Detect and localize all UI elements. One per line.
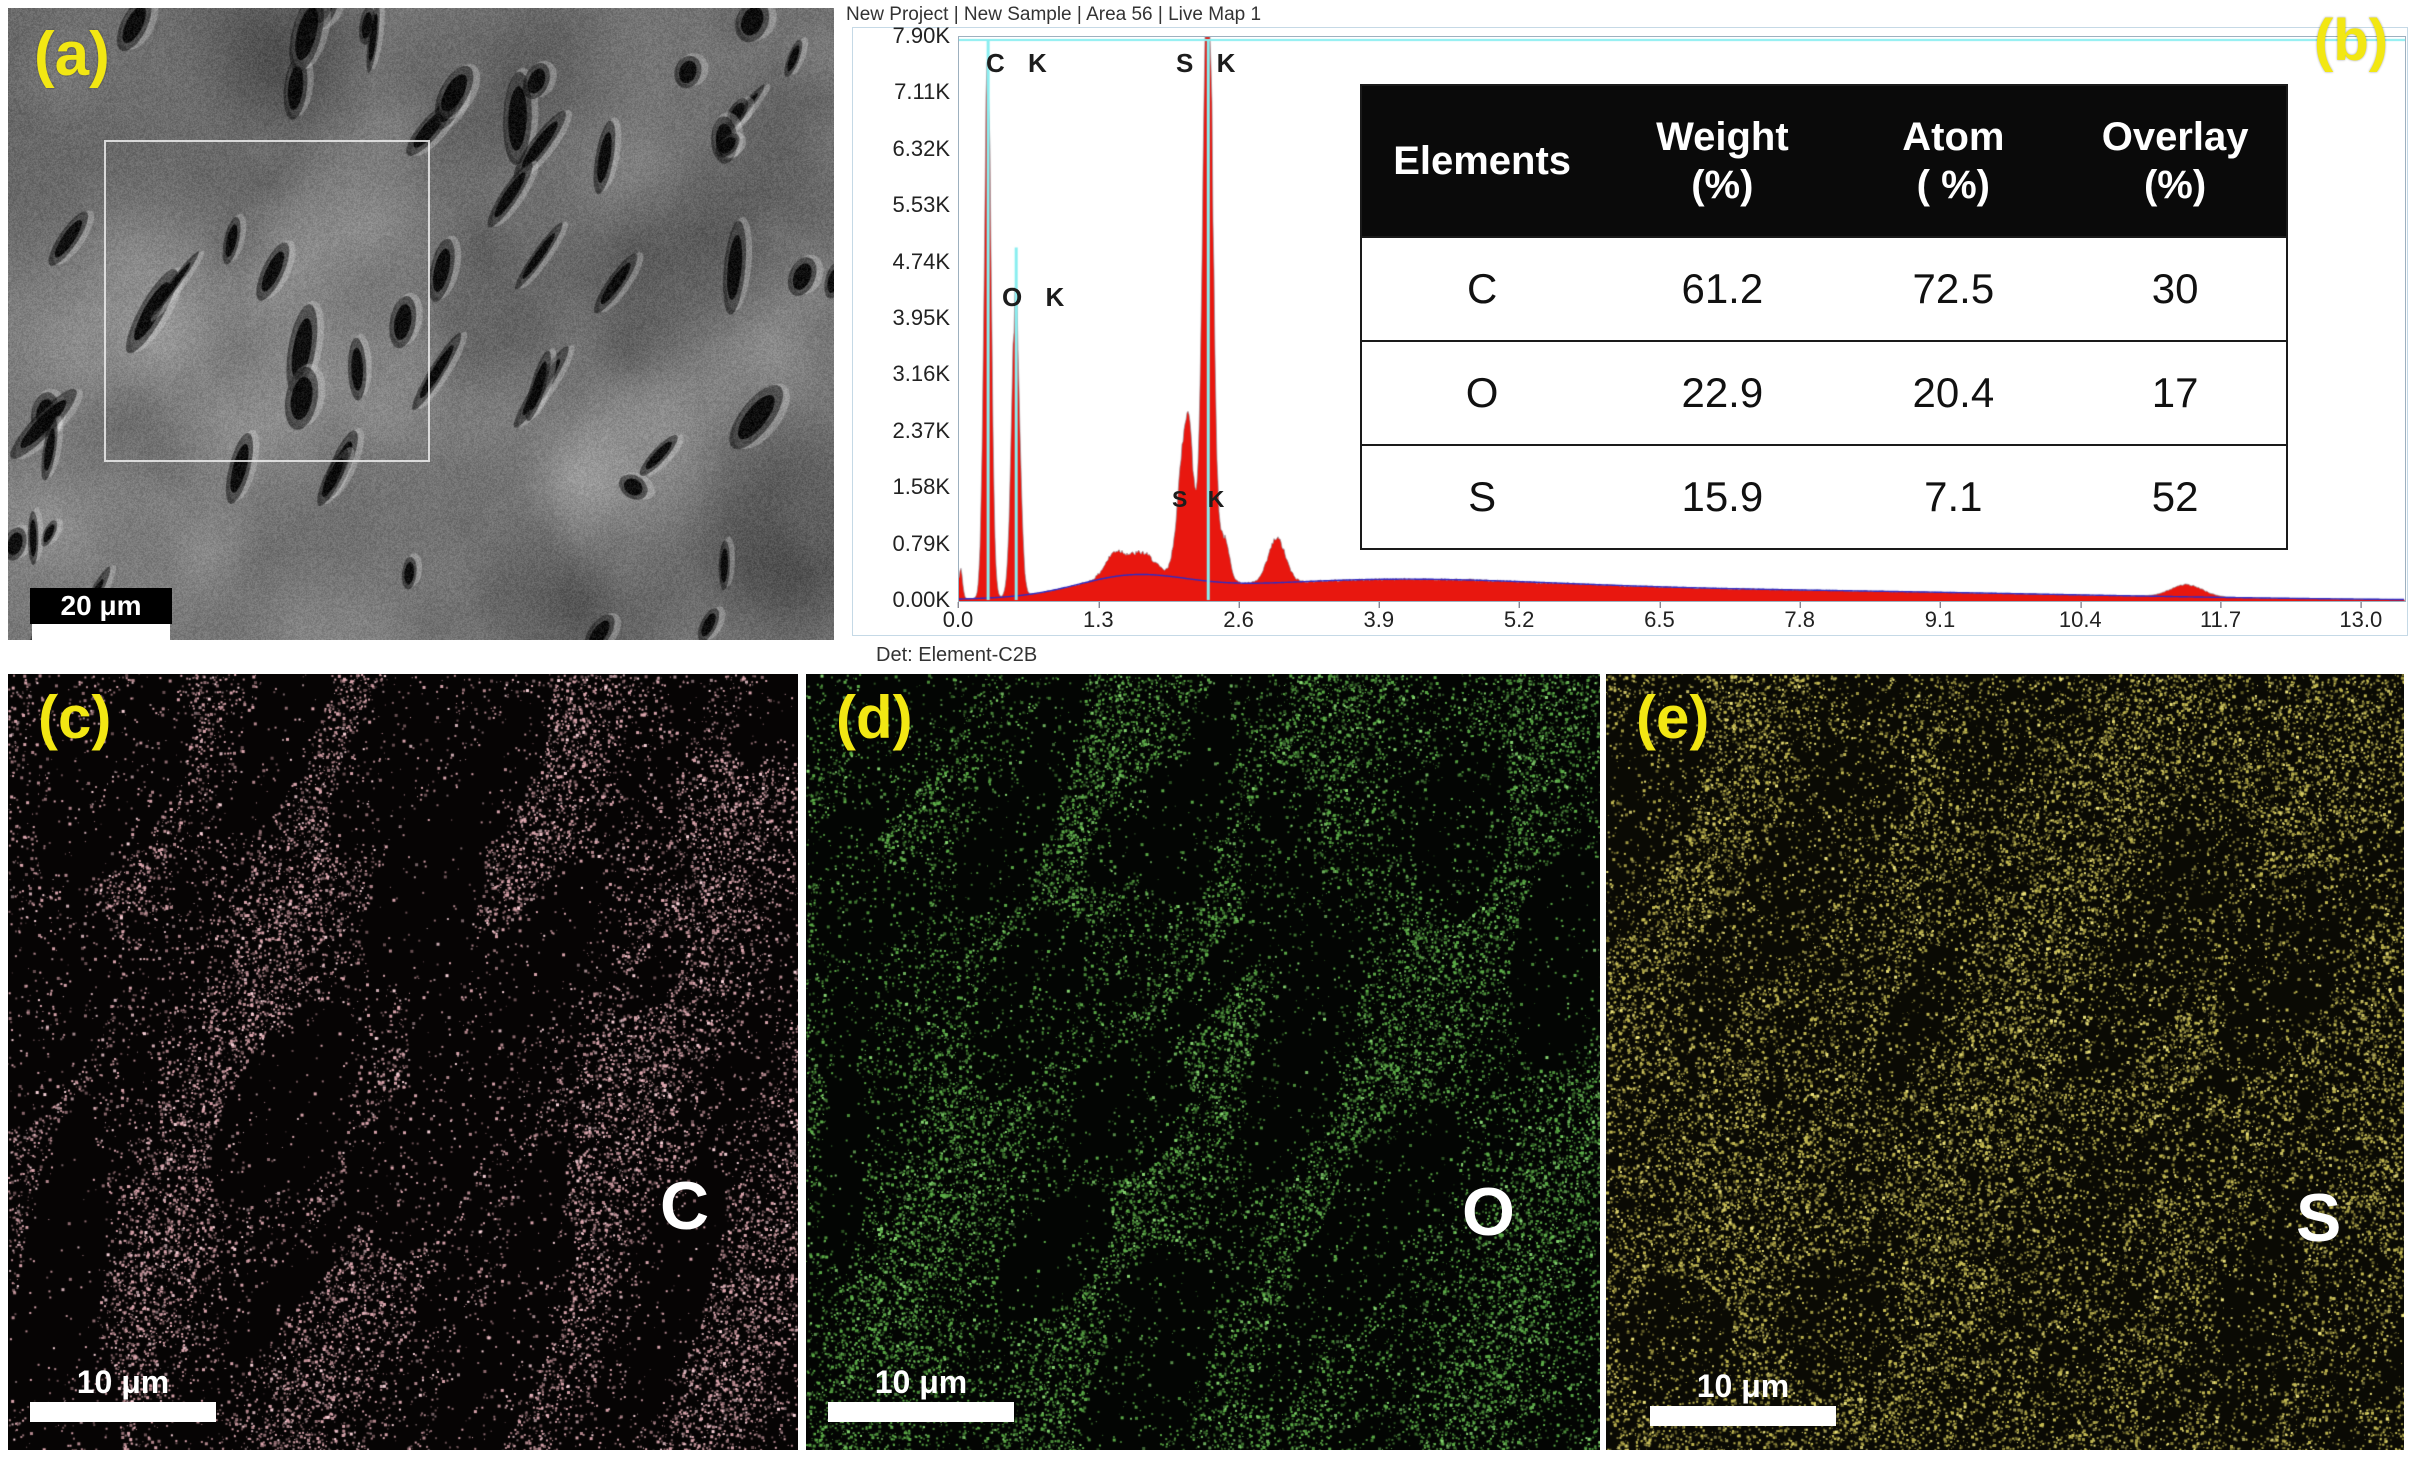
table-header-cell: Elements <box>1393 139 1572 183</box>
y-tick-label: 2.37K <box>892 417 951 443</box>
map-panel-e: (e) S 10 μm <box>1606 674 2404 1450</box>
y-tick-label: 0.00K <box>892 587 951 612</box>
x-tick-label: 1.3 <box>1082 602 1114 632</box>
table-body: C 61.2 72.5 30 O 22.9 20.4 17 S 15.9 7.1 52 <box>1362 236 2286 548</box>
eds-breadcrumb: New Project | New Sample | Area 56 | Liv… <box>846 4 1262 25</box>
map-canvas-e <box>1606 674 2404 1450</box>
sem-panel: (a) 20 μm <box>8 8 834 640</box>
panel-d-label: (d) <box>836 684 913 751</box>
x-tick-label: 2.6 <box>1223 602 1254 632</box>
table-cell: 20.4 <box>1912 369 1995 416</box>
peak-label-s-k: S K <box>1176 48 1244 78</box>
peak-label-o-k: O K <box>1002 282 1073 312</box>
table-cell: 7.1 <box>1924 473 1983 520</box>
results-table: Elements Weight (%) Atom( %) Overlay (%) C 61.… <box>1360 84 2288 550</box>
scale-bar-c-text: 10 μm <box>76 1364 170 1400</box>
x-tick-label: 11.7 <box>2199 602 2242 632</box>
peak-label-c-k: C K <box>986 48 1055 78</box>
x-tick-label: 0.0 <box>942 602 974 632</box>
table-cell: O <box>1465 369 1499 416</box>
table-cell: 72.5 <box>1912 265 1995 312</box>
scale-bar-e-bar <box>1650 1406 1836 1426</box>
map-panel-c: (c) C 10 μm <box>8 674 798 1450</box>
x-tick-label: 6.5 <box>1644 602 1675 632</box>
y-tick-label: 5.53K <box>892 192 951 218</box>
y-tick-label: 3.16K <box>892 361 951 387</box>
scale-bar-e-text: 10 μm <box>1696 1368 1790 1404</box>
element-letter-c: C <box>660 1168 710 1244</box>
y-tick-label: 0.79K <box>892 530 951 556</box>
scale-bar-d-bar <box>828 1402 1014 1422</box>
panel-c-label: (c) <box>38 684 112 751</box>
table-header-cell: Weight (%) <box>1656 115 1789 207</box>
scale-bar-a-bar <box>32 624 170 640</box>
table-cell: 17 <box>2151 369 2199 416</box>
y-tick-label: 3.95K <box>892 305 951 330</box>
table-row: C 61.2 72.5 30 <box>1362 236 2286 340</box>
panel-a-label: (a) <box>34 20 110 89</box>
y-tick-label: 1.58K <box>892 474 951 500</box>
y-tick-label: 6.32K <box>892 135 951 161</box>
table-row: O 22.9 20.4 17 <box>1362 340 2286 444</box>
table-cell: S <box>1468 473 1497 520</box>
element-letter-s: S <box>2296 1180 2342 1256</box>
peak-label-s-kb: S K <box>1172 486 1232 512</box>
panel-b-label: (b) <box>2314 8 2389 73</box>
panel-e-label: (e) <box>1636 684 1710 751</box>
x-tick-label: 3.9 <box>1363 602 1395 632</box>
table-cell: 22.9 <box>1681 369 1764 416</box>
scale-bar-c-bar <box>30 1402 216 1422</box>
map-canvas-c <box>8 674 798 1450</box>
table-row: S 15.9 7.1 52 <box>1362 444 2286 548</box>
table-cell: 15.9 <box>1681 473 1764 520</box>
x-tick-label: 9.1 <box>1924 602 1956 632</box>
scale-bar-d-text: 10 μm <box>874 1364 968 1400</box>
table-header-row: Elements Weight (%) Atom( %) Overlay (%) <box>1362 86 2286 236</box>
x-tick-label: 7.8 <box>1784 602 1815 632</box>
table-header-cell: Overlay (%) <box>2101 115 2249 207</box>
table-cell: 52 <box>2151 473 2199 520</box>
element-letter-o: O <box>1462 1174 1515 1250</box>
table-cell: C <box>1466 265 1498 312</box>
detector-label: Det: Element-C2B <box>876 644 1038 666</box>
sem-image <box>8 8 834 640</box>
x-tick-label: 13.0 <box>2339 602 2383 632</box>
y-tick-label: 4.74K <box>892 248 951 274</box>
roi-box <box>104 140 430 462</box>
map-panel-d: (d) O 10 μm <box>806 674 1600 1450</box>
x-tick-label: 5.2 <box>1503 602 1535 632</box>
y-tick-label: 7.90K <box>892 23 951 48</box>
x-tick-label: 10.4 <box>2058 602 2102 632</box>
table-header-cell: Atom( %) <box>1902 115 2005 207</box>
table-cell: 61.2 <box>1681 265 1764 312</box>
map-canvas-d <box>806 674 1600 1450</box>
table-cell: 30 <box>2151 265 2199 312</box>
scale-bar-a-text: 20 μm <box>30 588 172 624</box>
y-tick-label: 7.11K <box>894 79 950 105</box>
